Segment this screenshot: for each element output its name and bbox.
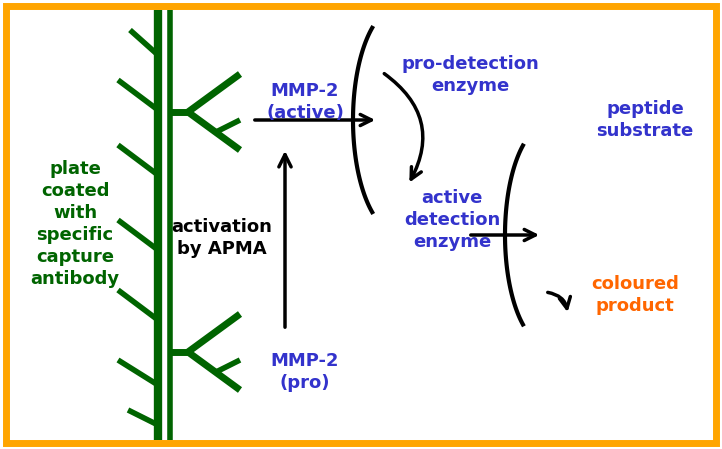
Text: MMP-2
(pro): MMP-2 (pro) [271,352,339,392]
Text: pro-detection
enzyme: pro-detection enzyme [401,55,539,95]
Text: MMP-2
(active): MMP-2 (active) [266,82,344,122]
Text: coloured
product: coloured product [591,275,679,315]
Text: active
detection
enzyme: active detection enzyme [404,189,500,251]
Text: plate
coated
with
specific
capture
antibody: plate coated with specific capture antib… [30,159,120,289]
Text: activation
by APMA: activation by APMA [172,218,272,258]
Text: peptide
substrate: peptide substrate [596,100,694,140]
